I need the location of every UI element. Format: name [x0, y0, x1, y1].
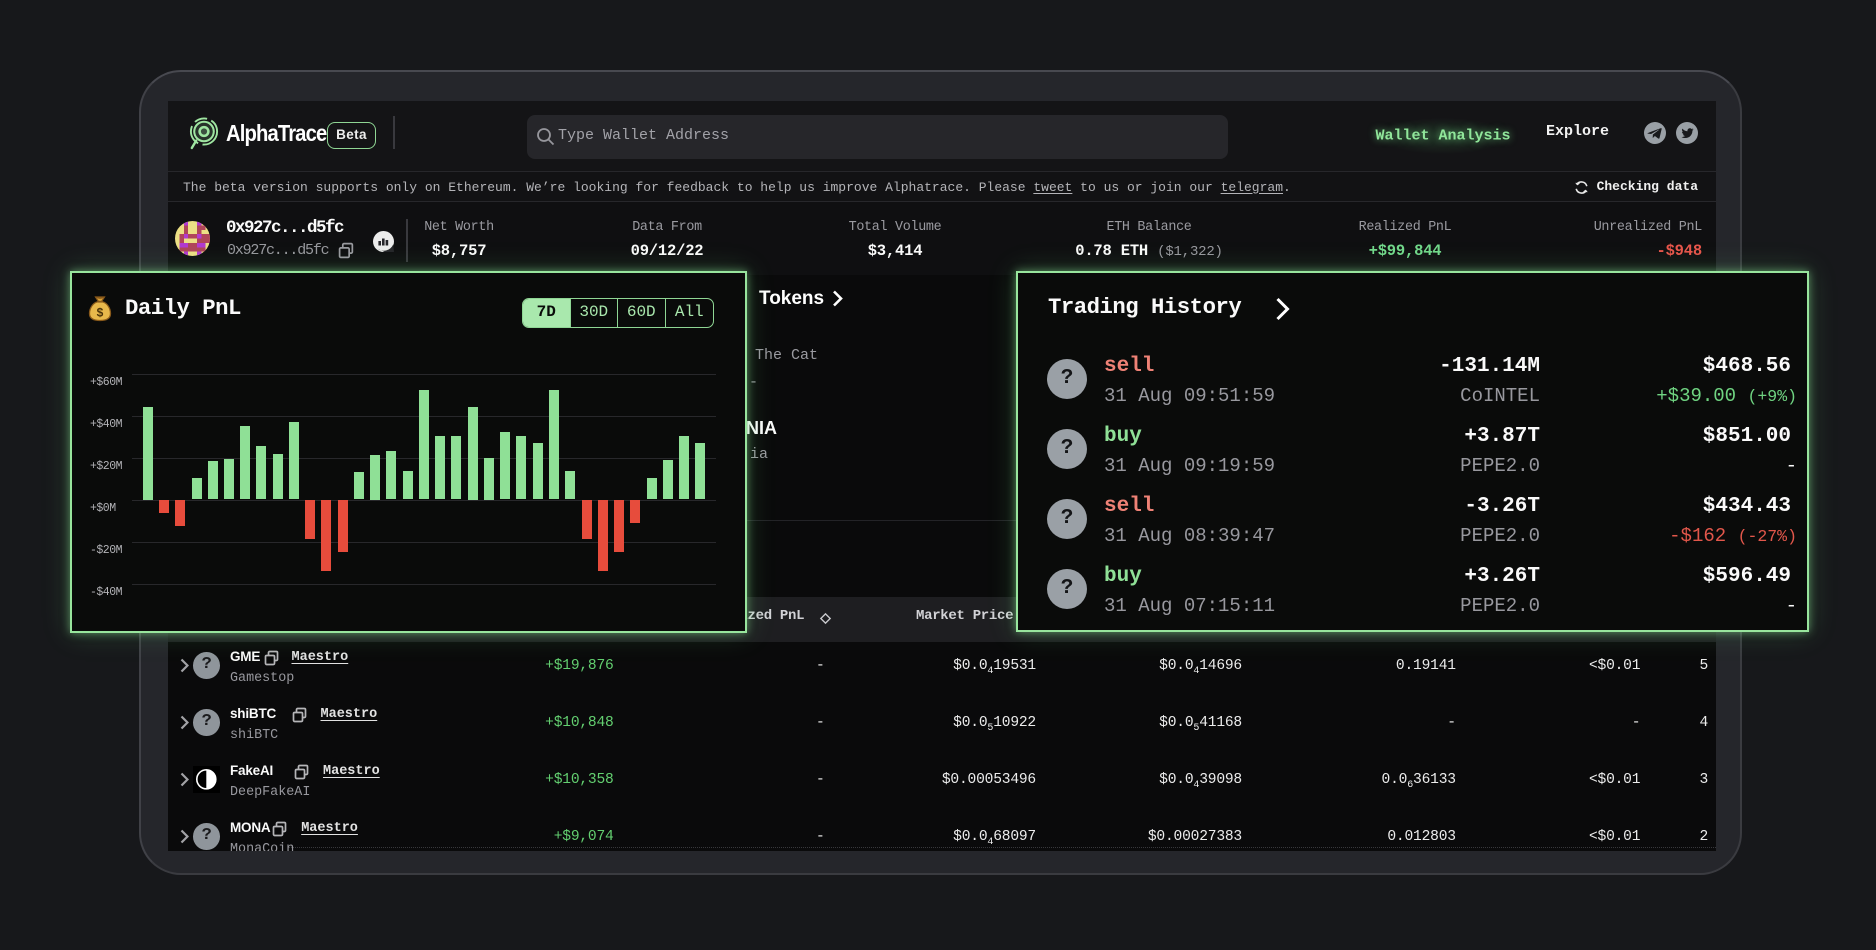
- svg-text:$: $: [97, 306, 104, 320]
